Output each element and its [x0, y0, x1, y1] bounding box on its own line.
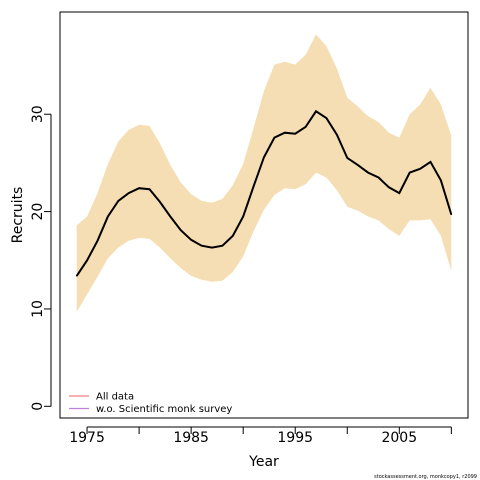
data-point [242, 215, 244, 218]
data-point [232, 235, 234, 237]
x-axis-title: Year [248, 454, 279, 470]
y-tick-label: 30 [30, 105, 46, 123]
data-point [315, 110, 317, 112]
data-point [190, 239, 192, 241]
legend-label: All data [96, 392, 134, 403]
data-point [325, 117, 328, 119]
data-point [252, 185, 255, 187]
y-tick-label: 0 [30, 402, 46, 411]
data-point [148, 188, 151, 190]
data-point [377, 176, 380, 179]
x-tick-label: 1985 [173, 430, 209, 446]
data-point [336, 134, 338, 136]
data-point [284, 132, 286, 134]
data-point [419, 168, 421, 170]
x-axis: 1975 1985 1995 2005 [69, 426, 452, 446]
data-point [305, 126, 307, 128]
plot-frame [59, 11, 469, 419]
data-point [180, 229, 182, 231]
data-point [263, 156, 265, 158]
x-tick-label: 1995 [277, 430, 313, 446]
data-point [429, 161, 432, 163]
data-point [450, 213, 452, 216]
data-point [128, 192, 130, 194]
data-point [107, 215, 109, 218]
data-point [294, 133, 296, 135]
data-point [86, 259, 88, 261]
credit-text: stockassessment.org, monkcopy1, r2099 [374, 474, 477, 480]
y-tick-label: 10 [30, 300, 46, 318]
data-point [388, 186, 390, 188]
data-point [440, 179, 442, 182]
data-point [367, 172, 369, 174]
data-point [211, 247, 213, 249]
y-axis-title: Recruits [10, 187, 26, 244]
data-point [346, 157, 348, 159]
data-point [76, 275, 78, 277]
y-tick-label: 20 [30, 203, 46, 221]
data-points [76, 110, 452, 277]
data-point [409, 172, 411, 174]
data-point [138, 187, 140, 189]
x-tick-label: 2005 [381, 430, 417, 446]
data-point [96, 240, 99, 242]
y-axis: 0 10 20 30 [30, 105, 52, 411]
data-point [169, 215, 171, 218]
data-point [357, 164, 359, 166]
data-point [117, 200, 119, 202]
data-point [398, 192, 400, 194]
data-point [221, 245, 223, 247]
confidence-band [76, 34, 452, 312]
legend-label: w.o. Scientific monk survey [96, 404, 232, 415]
data-point [200, 245, 203, 247]
data-point [159, 201, 161, 203]
x-tick-label: 1975 [69, 430, 105, 446]
data-point [273, 136, 276, 139]
